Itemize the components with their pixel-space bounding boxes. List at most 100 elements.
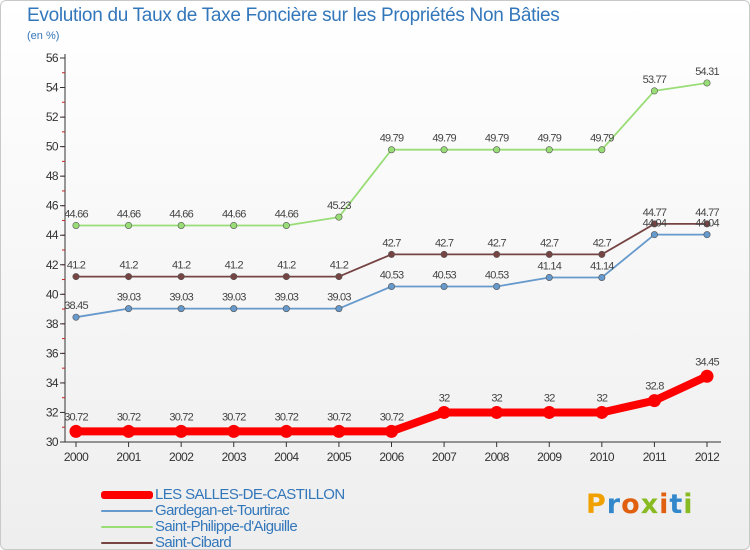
data-point	[122, 424, 136, 438]
data-label: 32	[544, 392, 555, 404]
data-point	[72, 313, 80, 321]
y-tick-label: 44	[46, 228, 59, 242]
data-point	[125, 305, 133, 313]
data-label: 41.14	[537, 260, 561, 272]
data-point	[227, 424, 241, 438]
data-point	[177, 273, 185, 281]
data-point	[282, 305, 290, 313]
data-point	[493, 250, 501, 258]
legend-swatch	[101, 526, 153, 528]
data-label: 42.7	[540, 237, 559, 249]
data-point	[72, 273, 80, 281]
logo-letter: o	[621, 489, 641, 520]
data-label: 53.77	[643, 74, 667, 86]
data-label: 44.77	[643, 207, 667, 219]
logo-letter: x	[640, 489, 660, 520]
y-tick-label: 48	[46, 169, 59, 183]
data-point	[387, 250, 395, 258]
data-label: 41.2	[172, 260, 191, 272]
data-point	[703, 79, 711, 87]
data-point	[230, 305, 238, 313]
data-label: 40.53	[485, 269, 509, 281]
data-point	[493, 146, 501, 154]
logo-letter: P	[586, 489, 607, 520]
legend-label: LES SALLES-DE-CASTILLON	[155, 486, 345, 503]
y-tick-label: 34	[46, 376, 59, 390]
logo-letter: i	[659, 489, 670, 520]
data-point	[230, 221, 238, 229]
data-label: 44.66	[64, 208, 88, 220]
data-point	[282, 273, 290, 281]
data-point	[650, 231, 658, 239]
y-axis-unit-label: (en %)	[27, 30, 60, 42]
data-point	[230, 273, 238, 281]
data-point	[69, 424, 83, 438]
x-tick-label: 2002	[169, 450, 194, 464]
legend-item-saint-cibard: Saint-Cibard	[101, 535, 345, 549]
data-point	[335, 213, 343, 221]
y-tick-label: 38	[46, 317, 59, 331]
series-line	[75, 82, 708, 227]
data-label: 40.53	[380, 269, 404, 281]
y-tick-label: 50	[46, 140, 59, 154]
data-label: 54.31	[695, 66, 719, 78]
series-les-salles-de-castillon	[69, 369, 714, 438]
data-label: 49.79	[537, 133, 561, 145]
data-point	[545, 273, 553, 281]
data-point	[125, 221, 133, 229]
data-point	[598, 146, 606, 154]
data-label: 42.7	[488, 237, 507, 249]
data-label: 49.79	[590, 133, 614, 145]
data-label: 49.79	[380, 133, 404, 145]
y-tick-label: 30	[46, 435, 59, 449]
y-tick-label: 56	[46, 51, 59, 65]
data-label: 32.8	[645, 381, 664, 393]
data-label: 42.7	[593, 237, 612, 249]
chart-title: Evolution du Taux de Taxe Foncière sur l…	[27, 5, 560, 26]
data-point	[440, 282, 448, 290]
data-point	[125, 273, 133, 281]
data-label: 39.03	[275, 292, 299, 304]
data-label: 30.72	[169, 411, 193, 423]
data-point	[647, 394, 661, 408]
data-point	[595, 405, 609, 419]
data-point	[282, 221, 290, 229]
x-tick-label: 2004	[274, 450, 299, 464]
data-point	[598, 250, 606, 258]
data-label: 39.03	[222, 292, 246, 304]
data-label: 30.72	[222, 411, 246, 423]
x-tick-label: 2008	[485, 450, 510, 464]
data-point	[490, 405, 504, 419]
data-point	[650, 220, 658, 228]
x-tick-label: 2006	[379, 450, 404, 464]
data-label: 42.7	[382, 237, 401, 249]
data-label: 41.2	[330, 260, 349, 272]
data-label: 41.14	[590, 260, 614, 272]
data-point	[545, 146, 553, 154]
chart-axes: 30 32 34 36 38 40 42 44 46 48 50 52 54 56 2000 2001 2002…	[46, 51, 721, 464]
y-tick-label: 46	[46, 199, 59, 213]
data-label: 32	[491, 392, 502, 404]
data-label: 41.2	[277, 260, 296, 272]
data-point	[332, 424, 346, 438]
data-point	[335, 305, 343, 313]
x-tick-label: 2007	[432, 450, 457, 464]
x-tick-label: 2000	[64, 450, 89, 464]
data-label: 38.45	[64, 300, 88, 312]
data-point	[72, 221, 80, 229]
x-tick-label: 2005	[327, 450, 352, 464]
x-tick-label: 2009	[537, 450, 562, 464]
y-tick-label: 40	[46, 287, 59, 301]
data-point	[387, 146, 395, 154]
data-label: 30.72	[380, 411, 404, 423]
data-point	[437, 405, 451, 419]
data-label: 40.53	[432, 269, 456, 281]
data-label: 44.66	[275, 208, 299, 220]
data-label: 30.72	[327, 411, 351, 423]
data-label: 44.66	[117, 208, 141, 220]
y-tick-label: 54	[46, 81, 59, 95]
data-point	[440, 250, 448, 258]
data-label: 45.23	[327, 200, 351, 212]
data-label: 39.03	[117, 292, 141, 304]
